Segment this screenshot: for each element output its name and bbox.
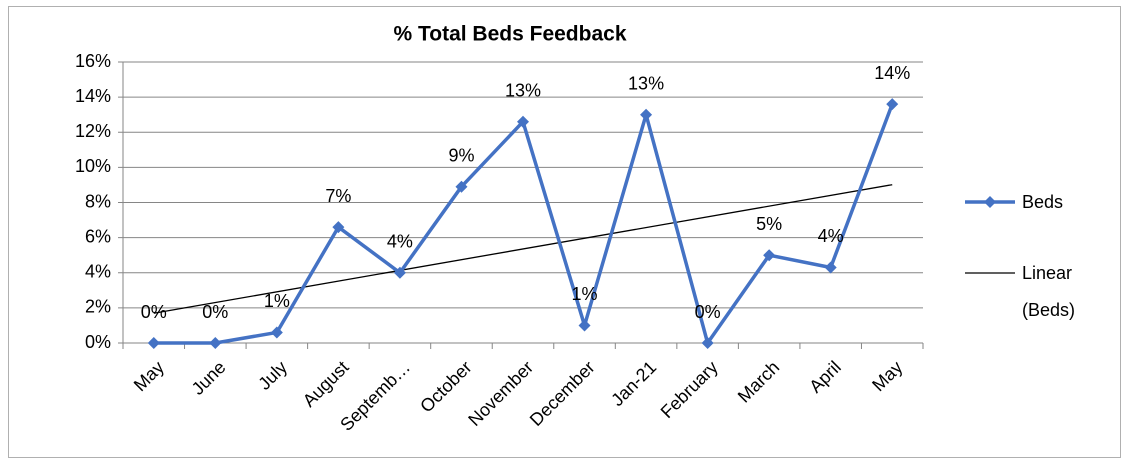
data-label: 9% xyxy=(448,145,474,165)
y-tick-label: 0% xyxy=(85,332,111,352)
data-label: 1% xyxy=(264,291,290,311)
data-label: 4% xyxy=(818,226,844,246)
marker xyxy=(393,266,406,279)
y-tick-label: 16% xyxy=(75,51,111,71)
data-label: 4% xyxy=(387,232,413,252)
marker xyxy=(147,337,160,349)
marker xyxy=(578,319,591,332)
data-label: 13% xyxy=(505,80,541,100)
data-label: 14% xyxy=(874,63,910,83)
marker xyxy=(763,249,776,262)
y-tick-label: 8% xyxy=(85,191,111,211)
y-tick-label: 14% xyxy=(75,86,111,106)
legend-label: Beds xyxy=(1022,192,1064,212)
marker xyxy=(517,115,529,128)
marker xyxy=(270,326,283,339)
chart-title: % Total Beds Feedback xyxy=(393,23,626,46)
legend-marker xyxy=(984,196,996,208)
marker xyxy=(209,337,222,349)
data-label: 7% xyxy=(325,186,351,206)
y-tick-label: 12% xyxy=(75,121,111,141)
chart-frame xyxy=(8,6,1121,458)
trendline xyxy=(153,184,893,314)
marker xyxy=(886,98,899,111)
legend-label: Linear (Beds) xyxy=(1022,263,1076,320)
y-tick-label: 10% xyxy=(75,156,111,176)
data-label: 0% xyxy=(202,302,228,322)
data-label: 13% xyxy=(628,73,664,93)
data-label: 1% xyxy=(572,284,598,304)
data-label: 0% xyxy=(695,302,721,322)
marker xyxy=(824,261,837,274)
marker xyxy=(455,180,468,193)
y-tick-label: 2% xyxy=(85,297,111,317)
y-tick-label: 4% xyxy=(85,262,111,282)
data-label: 5% xyxy=(756,214,782,234)
marker xyxy=(701,337,714,349)
marker xyxy=(332,221,345,234)
y-tick-label: 6% xyxy=(85,226,111,246)
marker xyxy=(640,108,653,121)
data-label: 0% xyxy=(141,302,167,322)
